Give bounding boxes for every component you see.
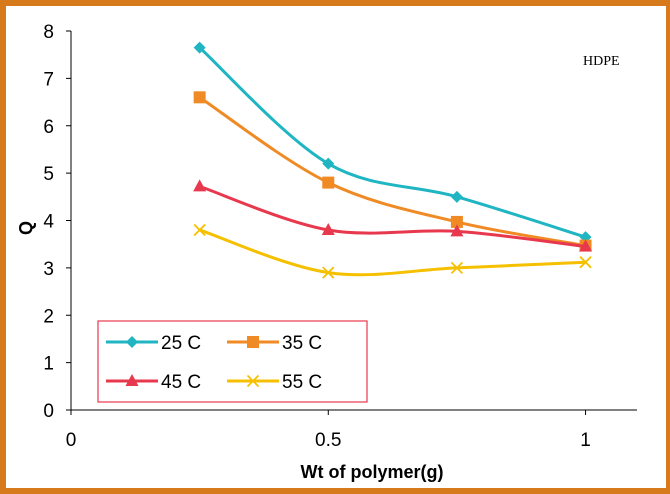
y-axis-title: Q [16,221,36,235]
series-layer [193,41,593,279]
legend-marker [247,336,259,348]
legend: 25 C 35 C 45 C 55 C [97,320,368,403]
x-marker-stroke [193,223,206,237]
x-marker-stroke [579,256,592,269]
y-tick-label: 8 [43,22,54,43]
y-tick-label: 3 [43,259,54,280]
data-point-45-c [450,224,464,237]
series-25-c [193,41,592,244]
legend-marker [126,336,138,348]
data-point-45-c [579,239,593,252]
series-45-c [193,179,593,252]
legend-label: 45 C [161,372,201,393]
x-tick-label: 0.5 [315,430,341,451]
legend-item-35-c: 35 C [227,333,322,354]
series-35-c [193,91,592,252]
x-marker-stroke [246,374,260,388]
data-point-55-c [450,261,464,275]
x-marker-stroke [322,266,335,279]
series-line-55-c [199,228,586,277]
legend-marker [246,374,260,388]
legend-item-45-c: 45 C [106,372,201,393]
y-tick-label: 5 [43,164,54,185]
x-tick-label: 1 [580,430,591,451]
legend-item-55-c: 55 C [227,372,322,393]
series-line-45-c [199,184,586,249]
legend-item-25-c: 25 C [106,333,201,354]
y-tick-label: 2 [43,306,54,327]
legend-label: 25 C [161,333,201,354]
x-marker-stroke [450,261,464,275]
legend-label: 35 C [282,333,322,354]
data-point-55-c [322,266,335,279]
y-tick-label: 0 [43,401,54,422]
data-point-25-c [193,41,206,54]
y-tick-label: 1 [43,354,54,375]
y-tick-label: 6 [43,117,54,138]
data-point-35-c [193,91,206,104]
data-point-55-c [193,223,206,237]
data-point-25-c [450,190,463,203]
axes: 0 1 2 3 4 5 6 7 8 0 0.5 1 [43,22,637,451]
x-tick-label: 0 [66,430,77,451]
data-point-35-c [450,215,463,228]
y-tick-label: 4 [43,212,54,233]
series-line-35-c [198,96,586,248]
data-point-45-c [321,222,335,235]
legend-marker [125,374,139,386]
legend-box [97,320,368,403]
data-point-25-c [322,157,335,170]
series-55-c [193,223,592,279]
y-tick-label: 7 [43,69,54,90]
chart-annotation: HDPE [583,54,620,69]
data-point-55-c [579,256,592,269]
data-point-45-c [193,179,207,192]
legend-label: 55 C [282,372,322,393]
data-point-35-c [322,176,335,189]
x-axis-title: Wt of polymer(g) [301,462,444,482]
series-line-25-c [198,46,586,239]
